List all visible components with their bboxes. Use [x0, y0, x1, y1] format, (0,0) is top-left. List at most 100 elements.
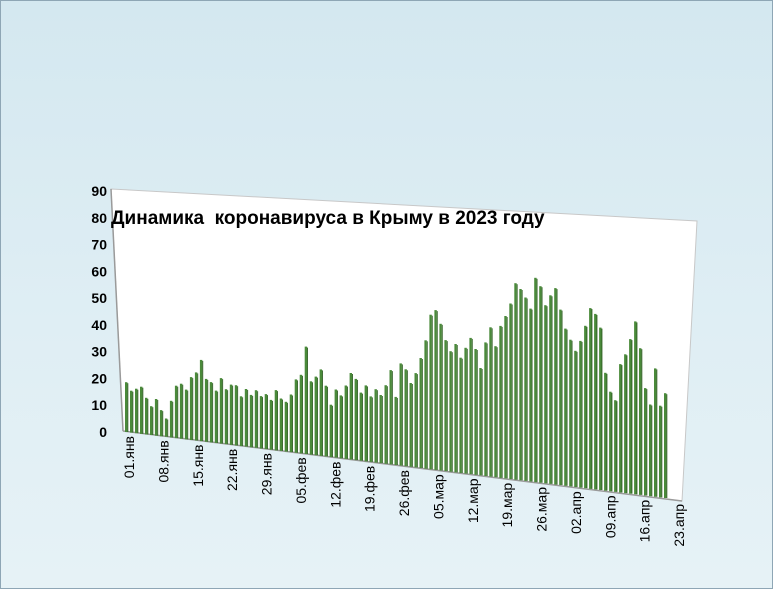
bar	[604, 372, 608, 491]
bar	[169, 400, 174, 438]
bar	[154, 399, 159, 436]
bar	[244, 389, 249, 447]
bar	[464, 347, 468, 474]
bar	[189, 377, 194, 440]
bar	[599, 327, 603, 490]
bar	[609, 391, 613, 492]
bar	[429, 314, 433, 470]
bar	[199, 359, 204, 442]
bar	[539, 286, 543, 483]
x-tick-label: 22.янв	[224, 449, 240, 491]
bar	[579, 340, 583, 488]
bar	[549, 295, 553, 484]
bar	[204, 378, 209, 442]
bar	[629, 339, 633, 494]
bar	[249, 394, 254, 448]
bar	[179, 383, 184, 439]
bar	[529, 308, 533, 482]
bar	[125, 382, 129, 432]
y-axis-ticks: 0 10 20 30 40 50 60 70 80 90	[91, 183, 107, 440]
bar	[299, 374, 303, 454]
bar	[254, 390, 259, 448]
bar	[459, 357, 463, 473]
bar	[374, 389, 378, 463]
bar	[229, 384, 234, 445]
x-tick-label: 09.апр	[602, 495, 618, 538]
bar	[534, 277, 538, 483]
bar	[239, 396, 244, 447]
bar	[344, 385, 348, 459]
x-tick-label: 12.фев	[327, 462, 343, 508]
bar	[354, 378, 358, 461]
bar	[449, 351, 453, 472]
x-tick-label: 23.апр	[671, 504, 687, 547]
bar	[614, 400, 618, 492]
x-tick-label: 29.янв	[259, 453, 275, 495]
bar	[619, 364, 623, 493]
bar	[224, 389, 229, 445]
bar	[494, 346, 498, 478]
bar	[404, 369, 408, 467]
x-tick-label: 05.фев	[293, 457, 309, 503]
bar	[259, 396, 263, 449]
bar	[369, 396, 373, 462]
x-tick-label: 26.мар	[534, 487, 550, 532]
bar	[624, 354, 628, 494]
y-tick-label: 50	[91, 290, 107, 306]
bar	[309, 381, 313, 455]
x-tick-label: 19.мар	[499, 483, 515, 528]
bar	[329, 404, 333, 458]
bar	[479, 368, 483, 476]
bar	[544, 305, 548, 484]
bar	[289, 394, 293, 453]
y-tick-label: 70	[91, 237, 107, 253]
bar	[389, 370, 393, 465]
y-tick-label: 90	[91, 183, 107, 199]
x-tick-label: 19.фев	[362, 466, 378, 512]
bar	[439, 323, 443, 471]
bar	[499, 325, 503, 478]
bar	[519, 289, 523, 481]
bar	[574, 350, 578, 487]
bar	[454, 344, 458, 473]
bar	[324, 385, 328, 457]
bar	[639, 348, 643, 495]
x-tick-label: 02.апр	[568, 491, 584, 534]
bar	[159, 410, 164, 437]
bar	[234, 385, 239, 446]
bar	[284, 401, 288, 452]
bar	[654, 368, 658, 497]
bar	[304, 346, 308, 454]
bar	[514, 283, 518, 480]
bar	[269, 399, 273, 450]
bar	[584, 325, 588, 489]
bar	[359, 392, 363, 461]
y-tick-label: 20	[91, 370, 107, 386]
bars	[125, 277, 668, 498]
bar	[399, 363, 403, 466]
bar	[524, 297, 528, 481]
bar	[434, 310, 438, 470]
bar	[264, 394, 268, 450]
bar	[659, 405, 663, 498]
bar	[489, 327, 493, 477]
bar	[484, 342, 488, 476]
x-tick-label: 12.мар	[465, 478, 481, 523]
bar	[409, 383, 413, 467]
bar	[140, 386, 144, 434]
bar	[664, 393, 668, 498]
bar	[634, 321, 638, 495]
bar	[130, 390, 134, 433]
bar	[349, 373, 353, 460]
bar	[219, 378, 224, 444]
bar	[424, 340, 428, 469]
bar	[214, 390, 219, 443]
bar	[194, 372, 199, 441]
bar	[279, 398, 283, 451]
x-tick-label: 26.фев	[396, 470, 412, 516]
bar	[150, 406, 154, 435]
bar	[474, 349, 478, 475]
bar	[469, 337, 473, 475]
bar	[589, 308, 593, 489]
bar	[414, 373, 418, 468]
